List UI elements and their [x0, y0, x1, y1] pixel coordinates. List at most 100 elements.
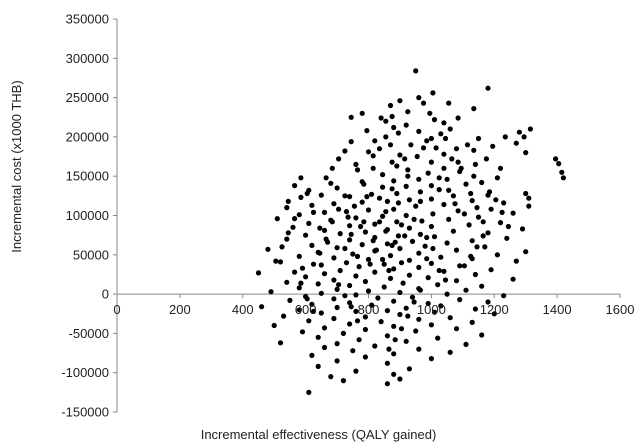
data-point — [321, 209, 328, 215]
data-point — [416, 176, 422, 182]
data-point — [560, 175, 567, 181]
data-point — [526, 203, 532, 209]
data-point — [455, 159, 461, 165]
data-point — [364, 128, 370, 134]
x-tick-label: 1400 — [543, 302, 572, 317]
data-point — [387, 275, 394, 281]
data-point — [438, 254, 444, 260]
data-point — [323, 236, 329, 242]
data-point — [392, 337, 398, 343]
data-point — [468, 253, 474, 259]
data-point — [359, 110, 365, 116]
y-tick-label: 200000 — [66, 129, 109, 144]
data-point — [292, 269, 298, 275]
data-point — [380, 213, 386, 219]
data-point — [475, 214, 482, 220]
data-point — [442, 135, 449, 142]
data-point — [389, 159, 395, 165]
data-point — [384, 360, 390, 366]
data-point — [413, 203, 419, 209]
data-point — [356, 264, 362, 270]
data-point — [370, 153, 376, 159]
data-point — [378, 115, 384, 121]
y-tick-label: 50000 — [73, 247, 109, 262]
data-point — [391, 351, 397, 357]
data-point — [336, 156, 342, 162]
data-point — [416, 316, 422, 322]
x-tick-label: 1000 — [417, 302, 446, 317]
data-point — [334, 304, 340, 311]
data-point — [317, 250, 323, 256]
data-point — [463, 181, 469, 187]
data-point — [472, 306, 478, 312]
data-point — [494, 175, 500, 181]
data-point — [441, 268, 447, 274]
data-point — [384, 333, 390, 339]
data-point — [480, 219, 486, 225]
data-point — [331, 201, 337, 207]
data-point — [296, 253, 302, 259]
data-point — [485, 299, 491, 305]
data-point — [488, 206, 494, 212]
data-point — [342, 293, 348, 299]
data-point — [334, 245, 340, 251]
data-point — [471, 147, 477, 153]
data-point — [416, 346, 422, 352]
data-point — [406, 257, 412, 263]
y-axis-title: Incremental cost (x1000 THB) — [9, 80, 24, 252]
data-point — [453, 326, 460, 332]
data-point — [353, 308, 359, 314]
data-point — [304, 190, 310, 197]
data-point — [389, 242, 395, 248]
data-point — [386, 267, 392, 274]
data-point — [318, 192, 324, 198]
data-point — [419, 218, 425, 224]
data-point — [318, 310, 324, 316]
data-point — [455, 115, 461, 121]
y-tick-label: -50000 — [69, 326, 109, 341]
data-point — [403, 305, 409, 311]
data-point — [457, 297, 463, 303]
data-point — [409, 294, 416, 300]
data-point — [303, 274, 309, 280]
data-point — [413, 328, 419, 334]
data-point — [471, 173, 477, 179]
data-point — [274, 216, 280, 222]
data-point — [321, 325, 328, 331]
data-point — [318, 290, 324, 296]
y-tick-label: 350000 — [66, 12, 109, 27]
data-point — [469, 319, 475, 325]
data-point — [461, 263, 467, 269]
data-point — [303, 232, 309, 238]
data-point — [466, 222, 472, 228]
data-point — [354, 318, 361, 324]
data-point — [381, 261, 387, 267]
data-point — [375, 295, 381, 301]
data-point — [389, 186, 395, 192]
data-point — [384, 381, 390, 387]
data-point — [359, 242, 365, 248]
data-point — [340, 378, 346, 384]
data-point — [427, 110, 433, 116]
data-point — [361, 181, 367, 187]
data-point — [347, 194, 353, 200]
data-point — [309, 301, 315, 307]
data-point — [329, 219, 335, 225]
data-point — [354, 253, 361, 259]
data-point — [290, 224, 296, 230]
data-point — [447, 349, 453, 355]
data-point — [403, 122, 409, 128]
data-point — [255, 270, 262, 276]
data-point — [428, 183, 434, 189]
data-point — [428, 159, 434, 165]
data-point — [414, 153, 420, 160]
data-point — [424, 138, 430, 144]
x-axis-title: Incremental effectiveness (QALY gained) — [201, 427, 437, 442]
data-point — [397, 98, 403, 104]
data-point — [378, 319, 384, 325]
data-point — [417, 287, 423, 293]
data-point — [353, 273, 359, 279]
data-point — [450, 193, 456, 199]
data-point — [488, 267, 494, 273]
data-point — [343, 209, 350, 215]
